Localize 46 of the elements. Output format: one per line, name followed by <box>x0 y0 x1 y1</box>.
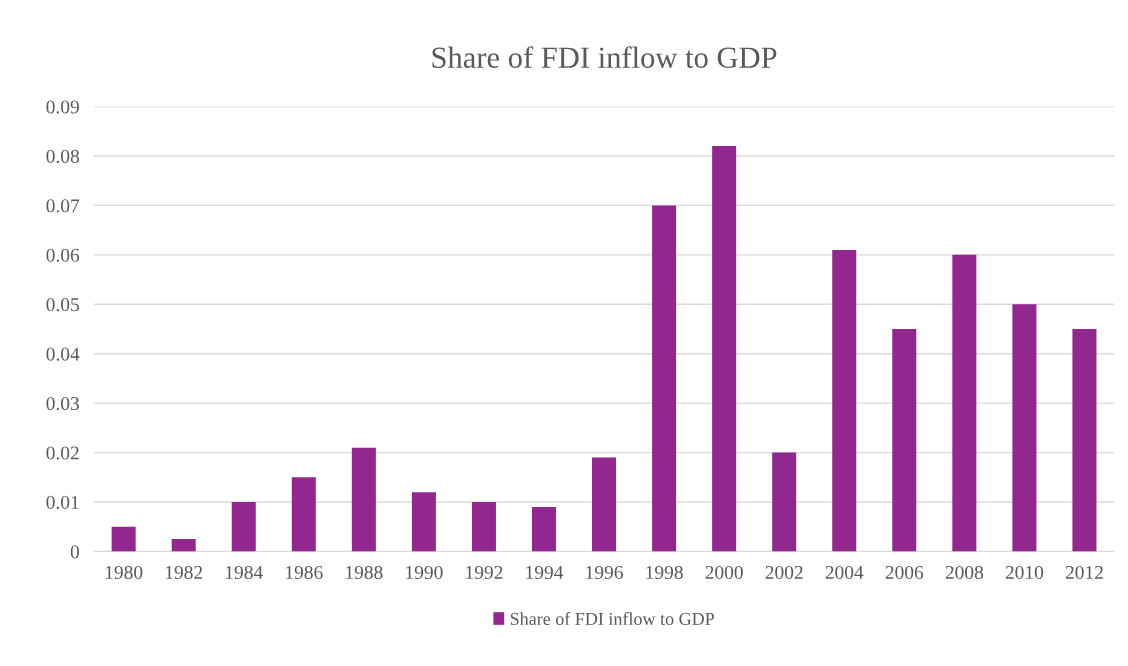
bar <box>892 329 917 552</box>
bar <box>471 502 496 552</box>
x-tick-label: 1984 <box>226 565 263 580</box>
x-tick-label: 2004 <box>825 565 864 580</box>
y-tick-label: 0.03 <box>46 396 79 411</box>
x-tick-label: 1980 <box>105 565 143 580</box>
bar <box>531 506 556 552</box>
bar <box>712 146 737 552</box>
bar <box>231 502 256 552</box>
x-tick-label: 2008 <box>945 565 984 580</box>
y-tick-label: 0.06 <box>46 248 80 262</box>
bar <box>1072 329 1097 552</box>
y-tick-label: 0.04 <box>46 347 80 361</box>
x-tick-label: 1990 <box>406 565 443 580</box>
bar <box>952 254 977 552</box>
bar <box>411 492 436 552</box>
y-tick-label: 0.07 <box>46 199 80 213</box>
x-tick-label: 1994 <box>526 565 564 580</box>
x-tick-label: 1988 <box>346 565 383 580</box>
y-tick-label: 0.01 <box>46 495 79 510</box>
y-tick-label: 0 <box>70 545 79 559</box>
x-tick-label: 2012 <box>1065 565 1103 580</box>
bar <box>291 477 316 552</box>
bar <box>592 457 617 552</box>
x-tick-label: 2010 <box>1005 565 1044 580</box>
y-tick-label: 0.08 <box>46 149 79 164</box>
bar <box>1012 304 1037 552</box>
bar <box>351 447 376 552</box>
x-tick-label: 1986 <box>286 565 323 580</box>
x-tick-label: 1998 <box>646 565 683 580</box>
y-tick-label: 0.05 <box>46 298 79 312</box>
x-tick-label: 2006 <box>885 565 924 580</box>
bar <box>111 526 136 552</box>
bar <box>171 539 196 552</box>
bar <box>772 452 797 552</box>
y-tick-label: 0.09 <box>46 100 79 114</box>
y-tick-label: 0.02 <box>46 446 79 460</box>
x-tick-label: 2000 <box>705 565 743 580</box>
x-tick-label: 1996 <box>586 565 623 580</box>
bar <box>832 249 857 552</box>
legend-label: Share of FDI inflow to GDP <box>510 612 715 625</box>
x-tick-label: 2002 <box>765 565 803 580</box>
x-tick-label: 1982 <box>165 565 203 580</box>
x-tick-label: 1992 <box>466 565 503 580</box>
bar <box>652 205 677 552</box>
chart-title: Share of FDI inflow to GDP <box>432 46 777 68</box>
